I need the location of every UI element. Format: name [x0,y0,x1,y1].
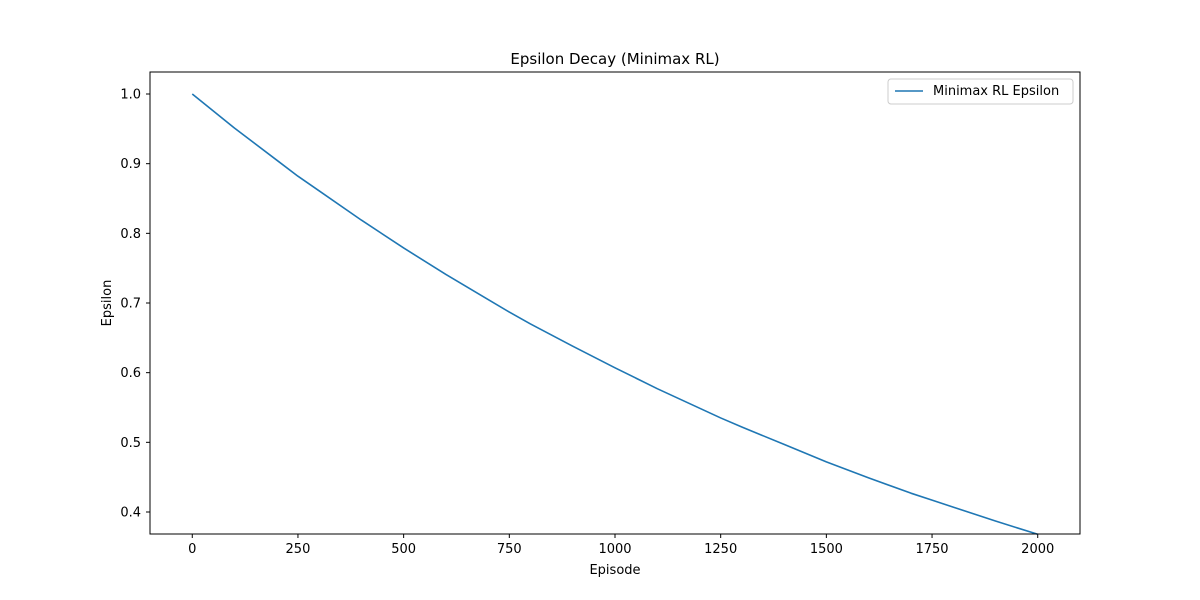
y-tick-label: 1.0 [120,88,141,103]
y-tick-label: 0.9 [120,157,141,172]
series-layer [191,93,1038,536]
y-axis-ticks: 0.4 0.5 0.6 0.7 0.8 0.9 1.0 [120,88,150,520]
y-tick-label: 0.4 [120,505,141,520]
x-tick-label: 1500 [810,542,843,557]
legend-label: Minimax RL Epsilon [933,84,1059,99]
plot-area [150,72,1080,534]
x-axis-ticks: 0 250 500 750 1000 1250 1500 1750 2000 [188,534,1054,557]
x-tick-label: 0 [188,542,196,557]
x-tick-label: 1250 [704,542,737,557]
y-tick-label: 0.8 [120,227,141,242]
plot-frame [149,71,1081,535]
series-line-minimax-rl-epsilon [191,93,1038,536]
y-tick-label: 0.6 [120,366,141,381]
y-tick-label: 0.7 [120,297,141,312]
x-tick-label: 750 [497,542,522,557]
legend-box [887,78,1074,105]
x-tick-label: 500 [391,542,416,557]
x-axis-label: Episode [589,563,640,578]
y-tick-label: 0.5 [120,436,141,451]
x-tick-label: 2000 [1021,542,1054,557]
chart-title: Epsilon Decay (Minimax RL) [510,50,719,68]
legend: Minimax RL Epsilon [887,78,1074,105]
x-tick-label: 1000 [598,542,631,557]
y-axis-label: Epsilon [100,280,115,327]
x-tick-label: 250 [286,542,311,557]
x-tick-label: 1750 [915,542,948,557]
